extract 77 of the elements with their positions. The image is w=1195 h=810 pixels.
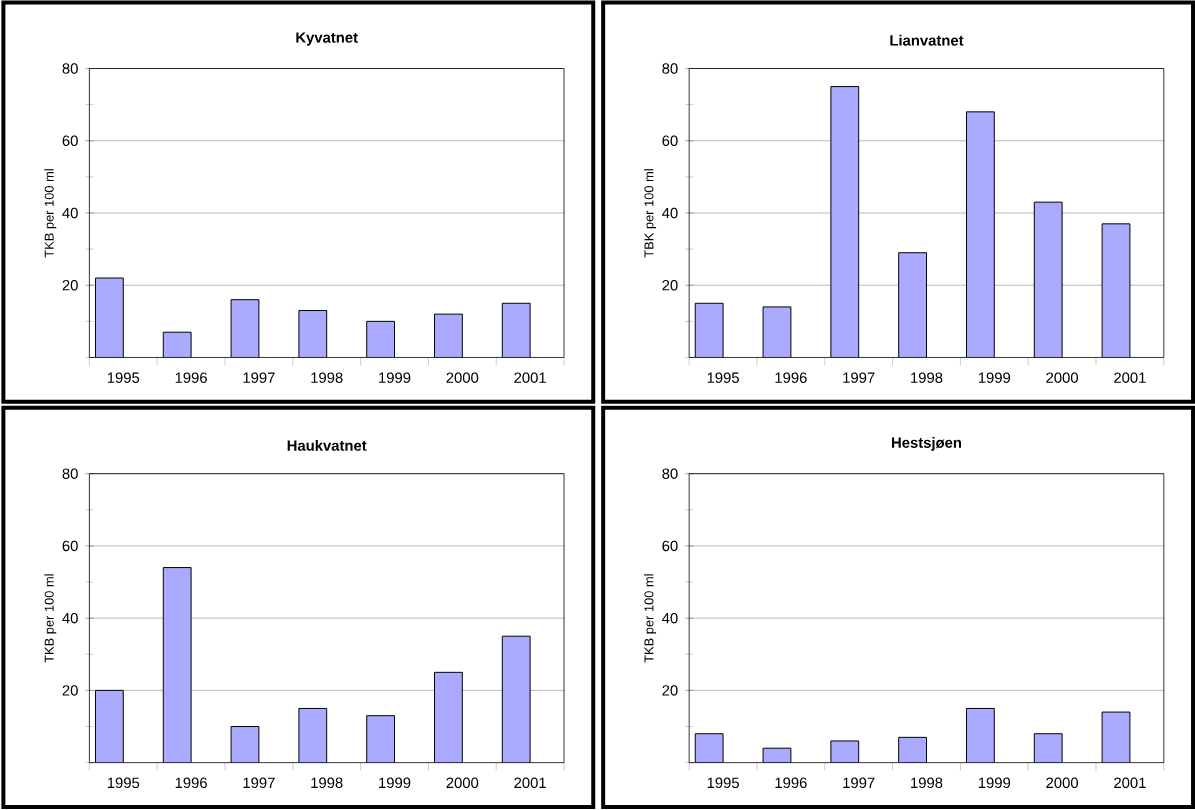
y-tick-label: 80 — [62, 63, 78, 74]
x-tick-label: 2000 — [1046, 777, 1079, 788]
y-axis-title: TBK per 100 ml — [644, 169, 657, 258]
bar — [898, 736, 927, 763]
x-tick-label: 2001 — [1114, 372, 1146, 383]
y-tick-label: 20 — [662, 684, 678, 696]
bar — [298, 309, 328, 358]
chart-title: Lianvatnet — [890, 34, 964, 46]
bar — [694, 733, 724, 763]
y-tick-label: 20 — [62, 279, 78, 291]
bar — [965, 707, 995, 763]
bar — [1033, 733, 1063, 763]
bar — [366, 715, 396, 763]
x-tick-label: 1998 — [911, 777, 943, 788]
bar — [94, 689, 124, 763]
y-axis-title: TKB per 100 ml — [644, 574, 657, 663]
bar — [1033, 201, 1063, 358]
x-tick-label: 1995 — [107, 372, 140, 383]
bar — [1101, 711, 1131, 763]
y-tick-label: 40 — [62, 612, 78, 624]
x-tick-label: 2000 — [1046, 372, 1079, 383]
x-tick-label: 1997 — [243, 372, 275, 383]
bar — [965, 111, 995, 358]
x-tick-label: 1997 — [843, 777, 875, 788]
x-tick-label: 1995 — [707, 372, 739, 383]
x-tick-label: 1998 — [311, 777, 343, 788]
bar — [501, 635, 531, 763]
y-tick-label: 60 — [62, 540, 78, 552]
bar — [830, 85, 860, 358]
x-tick-label: 1999 — [978, 372, 1011, 383]
x-tick-label: 2000 — [446, 372, 479, 383]
chart-title: Hestsjøen — [892, 436, 962, 451]
bar — [298, 707, 328, 763]
x-tick-label: 1999 — [978, 777, 1011, 788]
bar — [898, 252, 927, 358]
y-tick-label: 20 — [62, 684, 78, 696]
bar — [762, 306, 792, 358]
y-axis-title: TKB per 100 ml — [44, 169, 57, 258]
bar — [694, 302, 724, 358]
y-tick-label: 60 — [62, 135, 78, 146]
x-tick-label: 1996 — [775, 777, 807, 788]
y-tick-label: 60 — [662, 540, 678, 552]
bar — [501, 302, 531, 358]
bar — [434, 671, 463, 763]
x-tick-label: 1998 — [911, 372, 943, 383]
bar — [230, 299, 260, 358]
x-tick-label: 2001 — [514, 777, 546, 788]
y-tick-label: 80 — [662, 63, 678, 74]
x-tick-label: 1998 — [311, 372, 343, 383]
bar — [434, 313, 463, 358]
y-tick-label: 80 — [62, 468, 78, 479]
x-tick-label: 1996 — [175, 372, 207, 383]
x-tick-label: 2001 — [514, 372, 546, 383]
bar — [94, 277, 124, 358]
bar — [366, 320, 396, 358]
bar — [1101, 223, 1131, 358]
y-tick-label: 80 — [662, 468, 678, 479]
chart-title: Kyvatnet — [296, 32, 358, 46]
x-tick-label: 1997 — [243, 777, 275, 788]
bar — [162, 566, 192, 763]
y-tick-label: 20 — [662, 279, 678, 291]
y-axis-title: TKB per 100 ml — [44, 574, 57, 663]
x-tick-label: 1999 — [379, 777, 411, 788]
bar — [230, 725, 260, 763]
y-tick-label: 40 — [662, 207, 678, 219]
x-tick-label: 1996 — [775, 372, 807, 383]
x-tick-label: 1999 — [379, 372, 411, 383]
x-tick-label: 1995 — [107, 777, 140, 788]
x-tick-label: 2000 — [446, 777, 479, 788]
y-tick-label: 60 — [662, 135, 678, 146]
x-tick-label: 1996 — [175, 777, 207, 788]
x-tick-label: 2001 — [1114, 777, 1146, 788]
y-tick-label: 40 — [62, 207, 78, 219]
chart-title: Haukvatnet — [287, 439, 367, 451]
y-tick-label: 40 — [662, 612, 678, 624]
x-tick-label: 1997 — [843, 372, 875, 383]
x-tick-label: 1995 — [707, 777, 739, 788]
